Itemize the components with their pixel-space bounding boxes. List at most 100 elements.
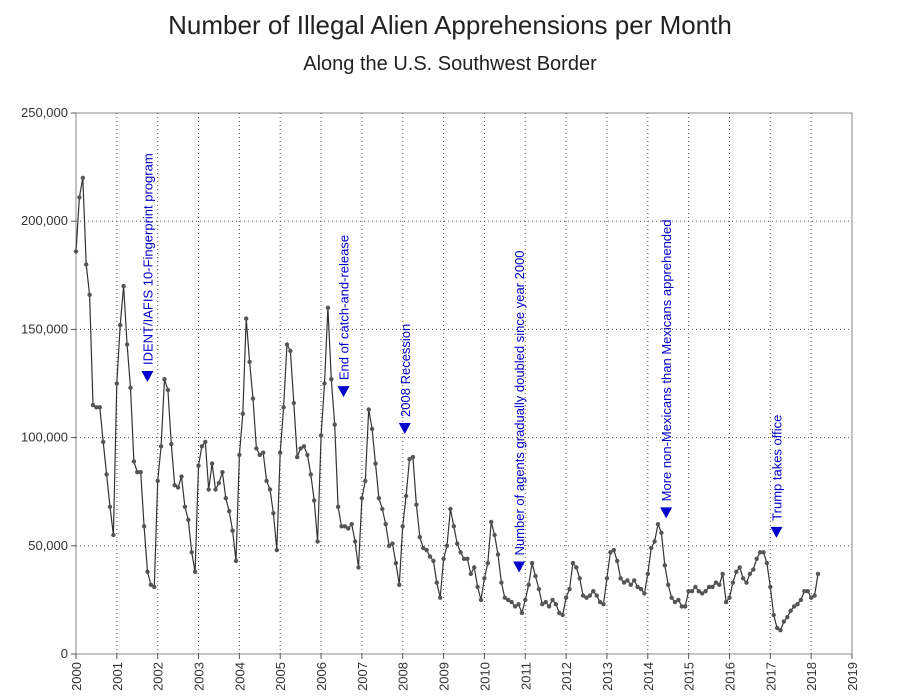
annotation-label: End of catch-and-release [337,235,352,380]
data-point [526,582,531,587]
annotation-label: IDENT/IAFIS 10-Fingerprint program [140,153,155,365]
data-point [713,580,719,585]
data-point [101,439,106,445]
x-tick-label: 2007 [355,662,370,691]
data-point [512,604,518,609]
data-point [788,608,793,613]
data-point [417,534,422,540]
data-point [322,381,327,386]
data-point [213,487,218,492]
annotation-label: 2008 Recession [398,324,413,417]
data-point [335,504,341,509]
annotation-marker [513,561,526,573]
data-point [744,580,749,585]
data-point [155,478,160,484]
data-point [196,463,201,468]
data-point [557,610,562,616]
data-point [546,604,552,609]
axis-ticks: 0 50,000 100,000 150,000 200,000 250,000 2000 2… [21,105,860,691]
annotation-marker [337,386,350,398]
data-point [560,612,565,618]
data-point [499,580,504,585]
data-point [179,474,184,479]
data-point [802,589,807,594]
data-point [737,565,742,570]
data-point [118,322,123,328]
data-point [424,547,429,553]
data-point [747,571,753,577]
data-point [162,377,167,382]
data-point [649,545,654,551]
data-point [615,558,620,564]
data-point [717,582,722,587]
x-tick-label: 2011 [518,662,533,690]
data-point [472,565,477,570]
data-point [798,597,804,603]
data-point [84,262,89,267]
data-point [768,584,773,590]
data-point [706,584,712,590]
data-point [489,519,494,525]
data-point [478,597,484,603]
data-point [662,563,667,568]
x-tick-label: 2013 [600,662,615,691]
data-point [356,565,361,570]
data-point [400,524,405,529]
data-point [339,524,344,529]
data-point [676,597,681,603]
data-point [94,405,99,410]
data-point [145,569,150,574]
chart-subtitle: Along the U.S. Southwest Border [303,53,597,75]
data-point [325,305,331,310]
data-point [318,433,324,438]
data-point [359,496,365,501]
data-point [223,496,228,501]
annotation-label: Trump takes office [769,415,784,521]
y-tick-label: 0 [61,646,68,661]
data-point [523,597,528,603]
data-point [291,400,296,406]
x-tick-label: 2002 [151,662,166,691]
data-point [175,485,181,490]
data-point [363,478,368,484]
data-point [751,567,756,572]
y-tick-label: 100,000 [21,430,68,445]
data-point [240,411,245,416]
data-point [237,452,242,458]
data-point [781,619,787,624]
x-tick-label: 2015 [682,662,697,691]
x-tick-label: 2004 [232,662,247,691]
data-point [778,628,783,633]
grid [76,113,852,654]
data-point [97,405,103,410]
data-point [349,522,354,527]
annotation-label: Number of agents gradually doubled since… [512,250,527,555]
data-point [700,591,705,596]
data-point [628,582,633,587]
data-point [666,582,671,587]
data-point [519,610,525,616]
data-point [710,584,715,590]
data-point [301,444,307,449]
data-point [754,556,759,561]
data-point [815,571,821,577]
data-point [227,509,232,514]
data-point [465,556,470,561]
x-tick-label: 2016 [722,662,737,691]
data-point [601,602,606,607]
data-point [536,586,542,592]
data-point [652,539,657,544]
y-tick-label: 50,000 [28,538,68,553]
data-point [329,377,334,382]
annotations: IDENT/IAFIS 10-Fingerprint program End of… [140,153,784,573]
data-point [594,593,599,598]
data-point [90,402,96,408]
data-point [274,547,279,553]
x-tick-label: 2000 [69,662,84,691]
data-point [638,586,644,592]
data-point [475,584,480,590]
data-point [87,292,92,297]
data-point [468,571,473,577]
data-point [278,450,283,455]
data-point [621,580,627,585]
